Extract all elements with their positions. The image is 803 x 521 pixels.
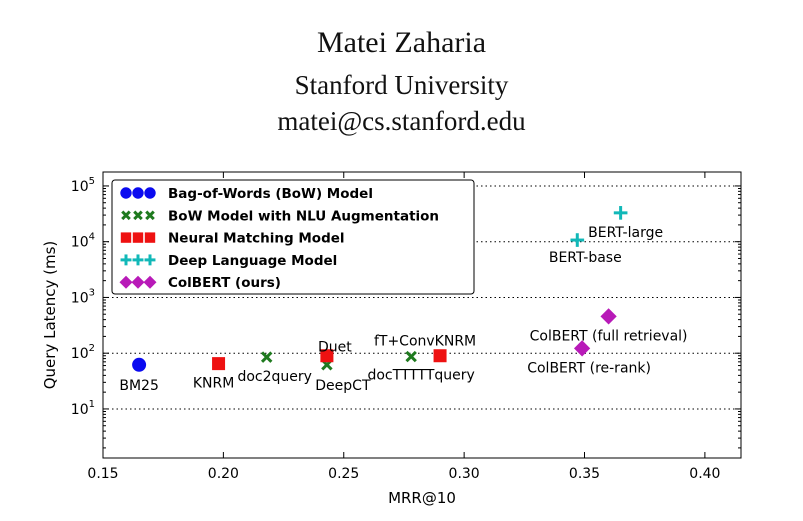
legend-marker-2-0	[120, 232, 132, 243]
y-axis-title: Query Latency (ms)	[41, 241, 59, 390]
y-tick-label: 104	[71, 232, 95, 251]
point-label-doc2query: doc2query	[237, 369, 311, 385]
author-email: matei@cs.stanford.edu	[277, 106, 526, 136]
x-tick-label: 0.40	[689, 466, 720, 482]
legend-marker-1-2	[145, 210, 155, 221]
x-axis-title: MRR@10	[388, 489, 456, 507]
legend-marker-1-0	[121, 210, 131, 221]
point-label-colbert-full-retrieval: ColBERT (full retrieval)	[530, 328, 688, 344]
x-tick-label: 0.30	[449, 466, 480, 482]
point-label-doctttttquery: docTTTTTquery	[367, 368, 474, 384]
point-doctttttquery-b	[405, 350, 417, 363]
legend-marker-1-0-b	[121, 210, 131, 221]
point-label-ft-convknrm: fT+ConvKNRM	[374, 334, 476, 350]
legend-marker-1-2-b	[145, 210, 155, 221]
point-colbert-re-rank	[573, 340, 591, 357]
point-doc2query-b	[260, 351, 273, 363]
point-label-knrm: KNRM	[193, 376, 234, 392]
legend-marker-4-0	[119, 275, 133, 289]
legend-label-3: Deep Language Model	[168, 253, 337, 269]
legend-box	[111, 179, 475, 295]
point-doctttttquery	[405, 350, 417, 363]
legend-label-4: ColBERT (ours)	[168, 275, 281, 291]
legend-marker-3-1	[132, 254, 144, 266]
point-label-duet: Duet	[318, 340, 352, 356]
x-tick-label: 0.20	[208, 466, 239, 482]
point-label-bert-large: BERT-large	[588, 225, 663, 241]
legend-marker-0-2	[144, 187, 156, 199]
point-colbert-full-retrieval	[600, 308, 617, 325]
point-bm25	[132, 357, 147, 372]
legend-label-0: Bag-of-Words (BoW) Model	[168, 186, 373, 202]
x-tick-label: 0.25	[328, 466, 359, 482]
legend-marker-4-2	[143, 275, 157, 289]
x-tick-label: 0.35	[569, 466, 600, 482]
legend-marker-1-1	[133, 210, 143, 221]
legend-marker-3-2	[144, 254, 156, 266]
y-tick-label: 103	[71, 287, 95, 306]
point-label-bm25: BM25	[119, 378, 159, 394]
legend-label-1: BoW Model with NLU Augmentation	[168, 208, 439, 224]
plot-frame	[102, 171, 742, 459]
legend-marker-0-1	[132, 187, 144, 199]
legend-label-2: Neural Matching Model	[168, 231, 345, 247]
author-affiliation: Stanford University	[294, 70, 509, 100]
author-name: Matei Zaharia	[316, 26, 487, 59]
legend-marker-3-0	[120, 254, 132, 266]
point-bert-large	[613, 206, 628, 220]
y-tick-label: 105	[71, 176, 95, 195]
legend-marker-2-2	[144, 232, 156, 243]
point-label-colbert-re-rank: ColBERT (re-rank)	[527, 360, 651, 376]
y-tick-label: 102	[71, 343, 95, 362]
x-tick-label: 0.15	[87, 466, 118, 482]
point-ft-convknrm	[433, 349, 447, 363]
y-tick-label: 101	[71, 399, 95, 418]
legend-marker-0-0	[120, 187, 132, 199]
legend-marker-4-1	[131, 275, 145, 289]
point-knrm	[212, 357, 226, 371]
point-doc2query	[260, 351, 273, 363]
legend-marker-2-1	[132, 232, 144, 243]
legend-marker-1-1-b	[133, 210, 143, 221]
point-label-deepct: DeepCT	[315, 378, 371, 394]
point-bert-base	[570, 233, 585, 247]
point-duet	[320, 349, 334, 363]
point-label-bert-base: BERT-base	[549, 250, 622, 266]
